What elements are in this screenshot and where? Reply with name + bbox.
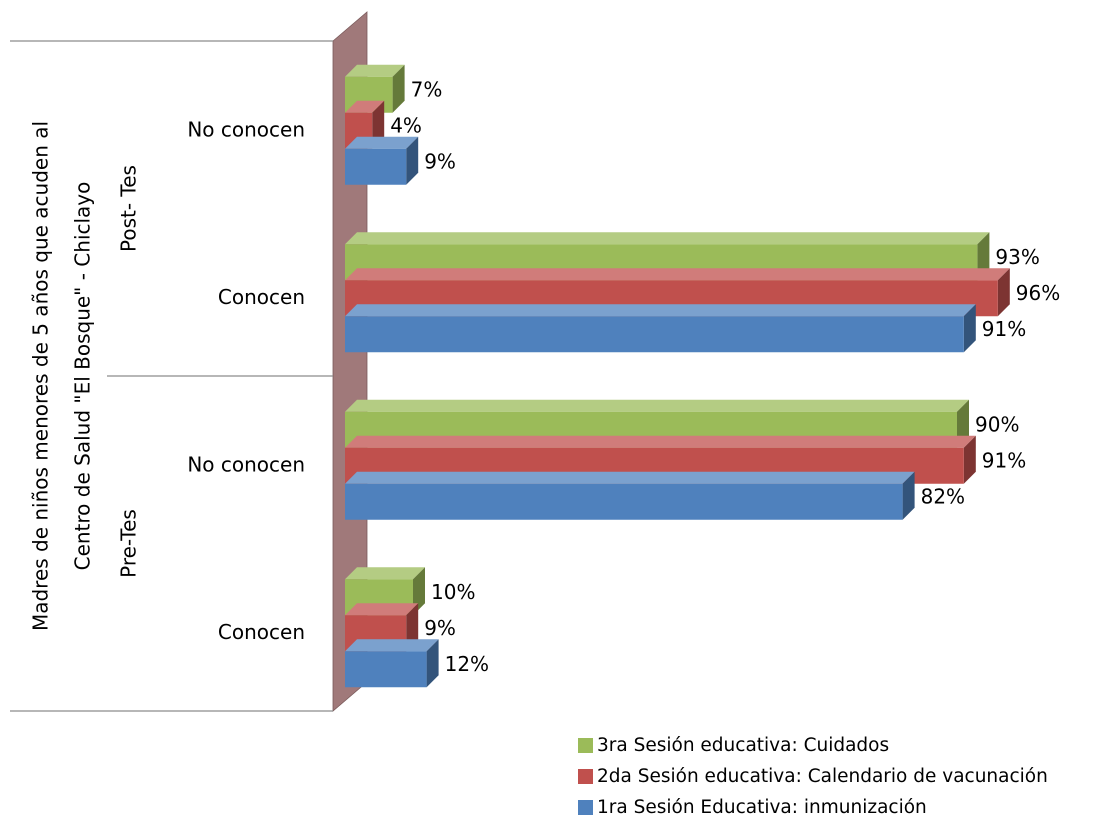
data-label-series-1-cat-1: 96%	[1016, 281, 1060, 305]
bar-side-series-2-cat-1	[963, 304, 976, 353]
bar-top-series-1-cat-2	[345, 435, 976, 448]
category-label-2: No conocen	[187, 452, 305, 476]
data-label-series-1-cat-2: 91%	[982, 448, 1026, 472]
category-label-1: Conocen	[218, 285, 305, 309]
bar-top-series-0-cat-1	[345, 232, 990, 245]
data-label-series-1-cat-3: 9%	[424, 616, 456, 640]
bar-top-series-2-cat-3	[345, 639, 439, 652]
data-label-series-1-cat-0: 4%	[390, 113, 422, 137]
bar-top-series-0-cat-3	[345, 567, 425, 580]
bar-series-2-cat-1	[345, 316, 964, 353]
y-axis-title-line-1: Centro de Salud "El Bosque" - Chiclayo	[71, 182, 95, 571]
legend-label-series-2: 1ra Sesión Educativa: inmunización	[597, 797, 927, 818]
bar-top-series-0-cat-2	[345, 399, 969, 412]
bar-top-series-2-cat-0	[345, 136, 419, 149]
bar-side-series-1-cat-2	[963, 435, 976, 484]
data-label-series-0-cat-1: 93%	[995, 245, 1039, 269]
bar-top-series-1-cat-0	[345, 100, 385, 113]
legend-swatch-series-0	[578, 738, 593, 753]
legend-item-series-1: 2da Sesión educativa: Calendario de vacu…	[578, 761, 1048, 792]
bar-side-series-0-cat-0	[392, 64, 405, 113]
bar-series-2-cat-0	[345, 148, 407, 185]
legend-item-series-2: 1ra Sesión Educativa: inmunización	[578, 792, 1048, 823]
legend: 3ra Sesión educativa: Cuidados 2da Sesió…	[578, 730, 1048, 823]
data-label-series-0-cat-3: 10%	[431, 580, 475, 604]
y-axis-title-line-0: Madres de niños menores de 5 años que ac…	[29, 121, 53, 631]
data-label-series-0-cat-2: 90%	[975, 412, 1019, 436]
group-label-1: Pre-Tes	[117, 509, 141, 578]
bar-top-series-0-cat-0	[345, 64, 405, 77]
bar-series-2-cat-2	[345, 483, 903, 520]
bar-series-2-cat-3	[345, 651, 427, 688]
data-label-series-0-cat-0: 7%	[411, 77, 443, 101]
group-label-0: Post- Tes	[117, 165, 141, 252]
legend-label-series-1: 2da Sesión educativa: Calendario de vacu…	[597, 766, 1048, 787]
bar-top-series-2-cat-1	[345, 304, 976, 317]
legend-swatch-series-1	[578, 769, 593, 784]
bar-side-series-2-cat-0	[406, 136, 419, 185]
bar-top-series-1-cat-1	[345, 268, 1010, 281]
bar-side-series-1-cat-1	[997, 268, 1010, 317]
legend-swatch-series-2	[578, 800, 593, 815]
data-label-series-2-cat-2: 82%	[921, 484, 965, 508]
bar-side-series-2-cat-3	[426, 639, 439, 688]
bar-top-series-1-cat-3	[345, 603, 419, 616]
category-label-3: Conocen	[218, 620, 305, 644]
legend-label-series-0: 3ra Sesión educativa: Cuidados	[597, 735, 890, 756]
legend-item-series-0: 3ra Sesión educativa: Cuidados	[578, 730, 1048, 761]
data-label-series-2-cat-3: 12%	[445, 652, 489, 676]
bar-side-series-2-cat-2	[902, 471, 915, 520]
data-label-series-2-cat-1: 91%	[982, 317, 1026, 341]
bar-top-series-2-cat-2	[345, 471, 915, 484]
data-label-series-2-cat-0: 9%	[424, 149, 456, 173]
category-label-0: No conocen	[187, 117, 305, 141]
